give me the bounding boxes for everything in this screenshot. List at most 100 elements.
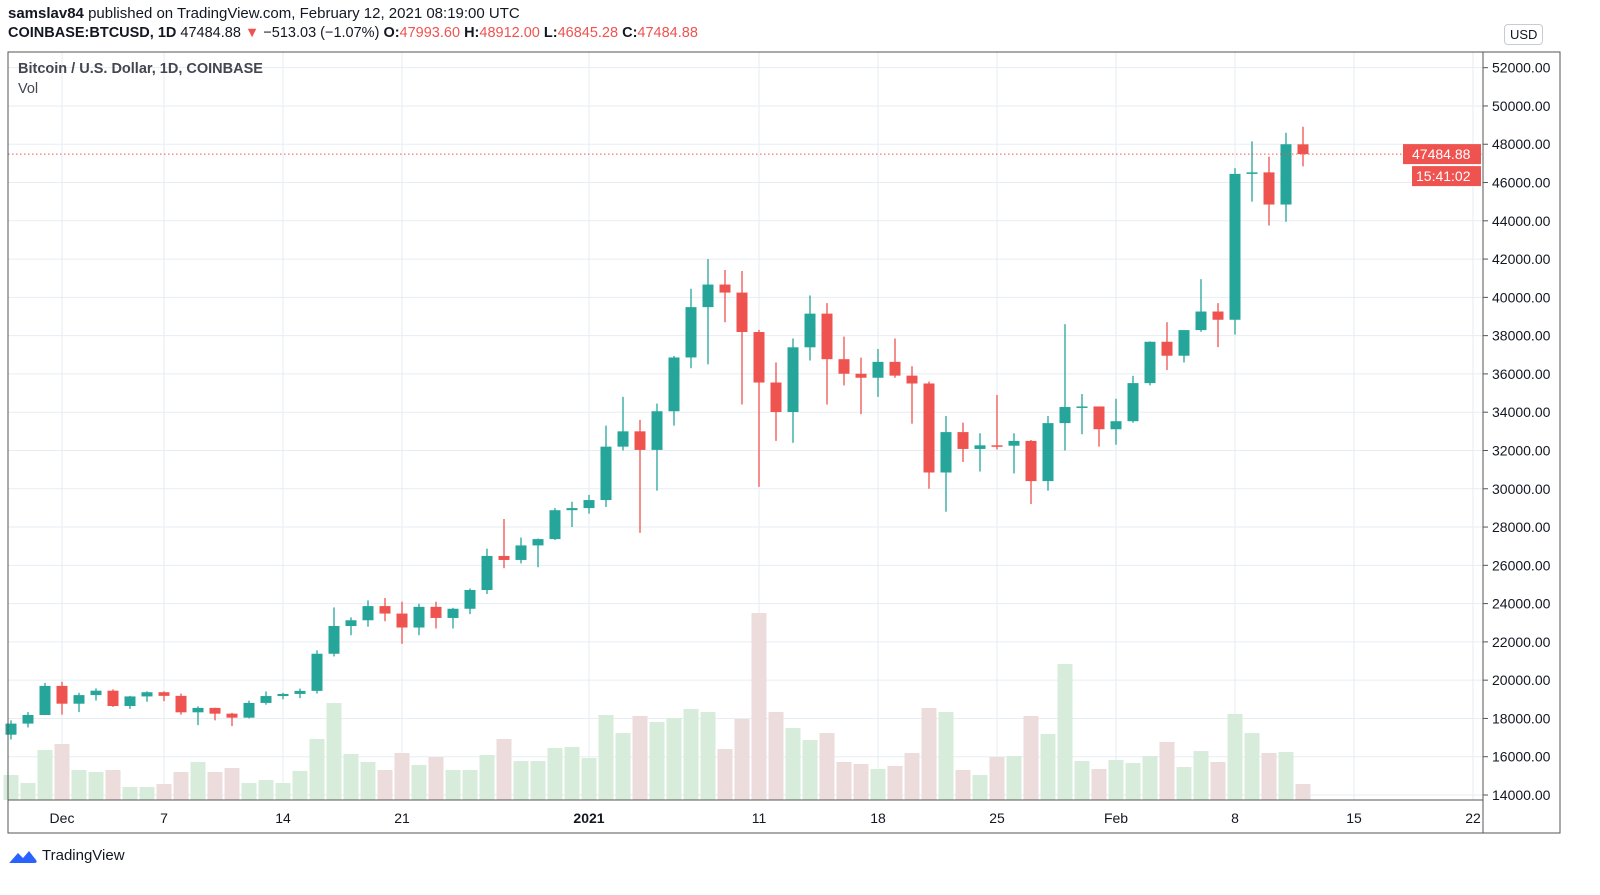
volume-bar [666, 718, 682, 800]
volume-bar [802, 740, 818, 800]
volume-bar [836, 762, 852, 800]
volume-bar [1261, 753, 1277, 800]
candle-body [1280, 144, 1292, 205]
volume-bar [1176, 767, 1192, 800]
candle-body [1059, 407, 1071, 424]
candle-body [192, 707, 204, 713]
y-tick-label: 26000.00 [1492, 557, 1551, 573]
candle-body [600, 446, 612, 501]
volume-bar [581, 758, 597, 800]
y-tick-label: 30000.00 [1492, 481, 1551, 497]
volume-bar [955, 770, 971, 800]
volume-bar [1244, 733, 1260, 800]
volume-bar [1227, 714, 1243, 800]
candle-body [294, 690, 306, 694]
candle-body [1144, 341, 1156, 384]
volume-bar [241, 783, 257, 800]
low-label: L: [543, 25, 558, 41]
candle-body [260, 696, 272, 703]
candle-body [90, 690, 102, 696]
volume-bar [683, 709, 699, 800]
y-tick-label: 38000.00 [1492, 328, 1551, 344]
x-tick-label: 22 [1465, 810, 1481, 826]
volume-bar [938, 712, 954, 800]
publisher-name: samslav84 [8, 5, 84, 22]
y-tick-label: 44000.00 [1492, 213, 1551, 229]
volume-bar [462, 770, 478, 800]
price-tag-label: 47484.88 [1412, 146, 1471, 162]
volume-bar [785, 728, 801, 800]
candle-body [124, 696, 136, 706]
symbol: COINBASE:BTCUSD, 1D [8, 25, 177, 41]
y-tick-label: 22000.00 [1492, 634, 1551, 650]
price-tag [1403, 144, 1481, 165]
tradingview-logo[interactable]: TradingView [8, 846, 125, 864]
down-arrow-icon: ▼ [244, 25, 260, 41]
y-tick-label: 18000.00 [1492, 710, 1551, 726]
publish-text: published on TradingView.com, February 1… [83, 5, 520, 22]
volume-bar [989, 757, 1005, 800]
candle-body [141, 692, 153, 697]
candle-body [447, 608, 459, 618]
candle-body [1195, 311, 1207, 331]
open-value: 47993.60 [399, 25, 461, 41]
volume-bar [1278, 752, 1294, 800]
volume-bar [887, 766, 903, 800]
high-label: H: [464, 25, 480, 41]
volume-bar [173, 772, 189, 800]
volume-bar [564, 747, 580, 800]
candle-body [56, 685, 68, 704]
candle-body [1212, 311, 1224, 320]
candle-body [1025, 440, 1037, 482]
candle-body [1008, 440, 1020, 446]
volume-bar [190, 762, 206, 800]
candle-body [362, 606, 374, 621]
candle-body [379, 606, 391, 614]
candle-body [906, 375, 918, 384]
volume-bar [751, 613, 767, 800]
volume-bar [411, 765, 427, 800]
candle-body [753, 332, 765, 383]
volume-bar [292, 771, 308, 800]
volume-bar [1159, 742, 1175, 800]
candle-body [413, 606, 425, 628]
low-value: 46845.28 [557, 25, 619, 41]
candle-body [158, 692, 170, 696]
countdown-tag [1412, 166, 1481, 187]
candle-body [5, 723, 17, 735]
candle-body [634, 431, 646, 450]
candle-body [957, 432, 969, 449]
y-tick-label: 52000.00 [1492, 60, 1551, 76]
volume-bar [122, 787, 138, 800]
candle-body [702, 284, 714, 308]
volume-bar [1074, 761, 1090, 800]
volume-bar [700, 712, 716, 800]
volume-bar [88, 772, 104, 800]
volume-bar [717, 749, 733, 800]
y-tick-label: 28000.00 [1492, 519, 1551, 535]
candle-body [821, 313, 833, 360]
volume-bar [275, 783, 291, 800]
candle-body [396, 613, 408, 628]
volume-bar [547, 748, 563, 800]
volume-bar [819, 733, 835, 800]
currency-button[interactable]: USD [1504, 24, 1544, 45]
volume-bar [1295, 784, 1311, 800]
volume-bar [1023, 716, 1039, 800]
open-label: O: [383, 25, 400, 41]
y-tick-label: 40000.00 [1492, 289, 1551, 305]
candle-body [345, 620, 357, 626]
y-tick-label: 24000.00 [1492, 596, 1551, 612]
candle-body [889, 361, 901, 376]
volume-bar [1108, 760, 1124, 800]
candle-body [1161, 341, 1173, 356]
candle-body [277, 693, 289, 697]
volume-bar [258, 780, 274, 800]
volume-bar [377, 770, 393, 800]
volume-bar [1193, 751, 1209, 800]
candle-body [991, 445, 1003, 447]
x-tick-label: Feb [1104, 810, 1128, 826]
volume-bar [734, 719, 750, 800]
x-tick-label: 14 [275, 810, 291, 826]
